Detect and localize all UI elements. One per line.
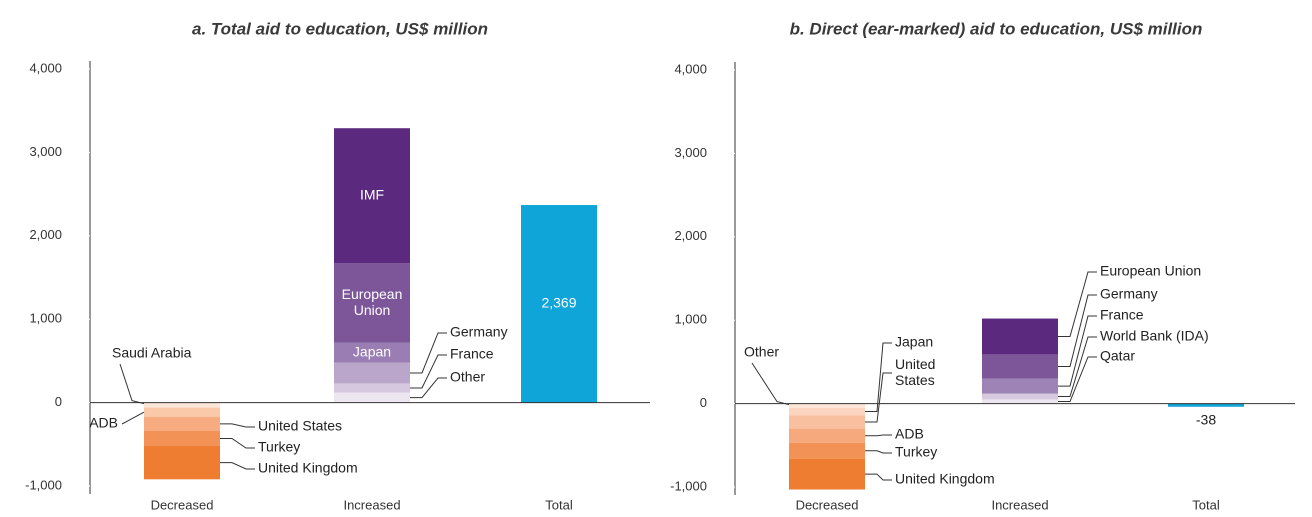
- leader: [1058, 336, 1097, 398]
- leader: [220, 462, 255, 470]
- segment-label: Qatar: [1100, 348, 1135, 364]
- segment-label: Japan: [895, 334, 933, 350]
- leader: [410, 377, 447, 399]
- leader: [865, 342, 892, 413]
- value-label: -38: [1196, 411, 1216, 427]
- segment-label: France: [1100, 307, 1144, 323]
- segment-label: IMF: [360, 186, 384, 202]
- y-tick-label: -1,000: [25, 477, 62, 492]
- segment-label: European Union: [1100, 263, 1201, 279]
- segment: [334, 263, 410, 343]
- segment: [334, 128, 410, 264]
- segment-label: Germany: [1100, 286, 1158, 302]
- label-line: Union: [354, 302, 391, 318]
- segment: [789, 407, 865, 416]
- segment-label: Turkey: [895, 444, 937, 460]
- segment-label: ADB: [89, 415, 118, 431]
- y-tick-label: 2,000: [674, 228, 707, 243]
- leader: [1058, 271, 1097, 337]
- segment: [144, 445, 220, 480]
- leader: [410, 354, 447, 389]
- value-label: 2,369: [541, 295, 576, 311]
- segment: [789, 415, 865, 429]
- leader: [410, 332, 447, 374]
- y-tick-label: 4,000: [674, 61, 707, 76]
- leader: [220, 437, 255, 449]
- y-tick-label: -1,000: [670, 478, 707, 493]
- segment: [521, 205, 597, 403]
- x-tick-label: Increased: [343, 497, 400, 512]
- x-tick-label: Total: [1192, 497, 1220, 512]
- segment: [982, 399, 1058, 404]
- segment-label: Japan: [353, 343, 391, 359]
- segment: [789, 403, 865, 408]
- segment: [334, 362, 410, 384]
- segment-label: European Union: [342, 286, 403, 318]
- segment-label: Other: [450, 369, 485, 385]
- leader: [1058, 315, 1097, 387]
- segment-label: Turkey: [258, 439, 300, 455]
- leader: [119, 363, 145, 405]
- y-tick-label: 2,000: [29, 227, 62, 242]
- label-line: United: [895, 356, 935, 372]
- y-tick-label: 0: [55, 394, 62, 409]
- leader: [220, 423, 255, 428]
- segment: [1168, 403, 1244, 407]
- x-tick-label: Total: [545, 497, 573, 512]
- y-tick-label: 0: [700, 395, 707, 410]
- y-tick-label: 4,000: [29, 60, 62, 75]
- leader: [865, 372, 892, 423]
- segment: [982, 354, 1058, 379]
- leader: [865, 450, 892, 454]
- leader: [865, 473, 892, 481]
- x-tick-label: Increased: [991, 497, 1048, 512]
- x-tick-label: Decreased: [796, 497, 859, 512]
- segment: [144, 416, 220, 431]
- segment: [982, 393, 1058, 400]
- segment: [334, 383, 410, 393]
- y-tick-label: 3,000: [674, 145, 707, 160]
- segment-label: United States: [895, 356, 935, 388]
- y-tick-label: 1,000: [29, 311, 62, 326]
- segment: [334, 342, 410, 363]
- leader: [865, 434, 892, 437]
- segment: [144, 402, 220, 408]
- chart-title: b. Direct (ear-marked) aid to education,…: [790, 19, 1203, 38]
- segment-label: Germany: [450, 324, 508, 340]
- segment: [789, 458, 865, 490]
- segment: [982, 318, 1058, 355]
- segment: [144, 430, 220, 446]
- y-tick-label: 1,000: [674, 312, 707, 327]
- y-tick-label: 3,000: [29, 144, 62, 159]
- segment-label: Saudi Arabia: [112, 345, 192, 361]
- segment-label: United Kingdom: [895, 471, 995, 487]
- leader: [1058, 294, 1097, 367]
- segment-label: ADB: [895, 426, 924, 442]
- segment: [334, 392, 410, 403]
- leader: [751, 362, 790, 406]
- leader: [121, 411, 145, 425]
- segment-label: United Kingdom: [258, 460, 358, 476]
- segment: [789, 428, 865, 443]
- segment-label: World Bank (IDA): [1100, 328, 1209, 344]
- segment: [144, 407, 220, 417]
- segment-label: United States: [258, 418, 342, 434]
- chart-title: a. Total aid to education, US$ million: [192, 19, 488, 38]
- segment-label: France: [450, 346, 494, 362]
- label-line: European: [342, 286, 403, 302]
- x-tick-label: Decreased: [151, 497, 214, 512]
- segment: [982, 378, 1058, 394]
- label-line: States: [895, 372, 935, 388]
- segment-label: Other: [744, 344, 779, 360]
- segment: [789, 442, 865, 459]
- leader: [1058, 356, 1097, 403]
